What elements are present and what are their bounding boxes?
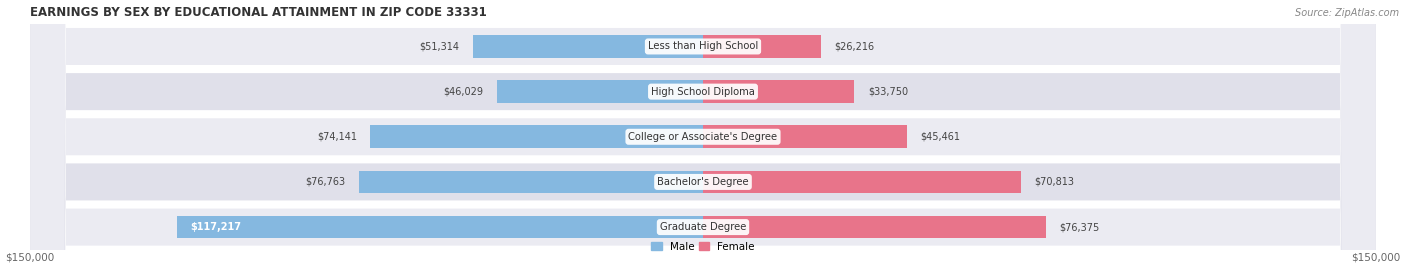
FancyBboxPatch shape bbox=[30, 0, 1376, 268]
Text: $33,750: $33,750 bbox=[868, 87, 908, 97]
Text: $74,141: $74,141 bbox=[316, 132, 357, 142]
Text: $45,461: $45,461 bbox=[921, 132, 960, 142]
Bar bbox=[472, 35, 703, 58]
Text: $26,216: $26,216 bbox=[834, 42, 875, 51]
Text: College or Associate's Degree: College or Associate's Degree bbox=[628, 132, 778, 142]
Text: $46,029: $46,029 bbox=[443, 87, 484, 97]
Text: $117,217: $117,217 bbox=[191, 222, 242, 232]
Bar bbox=[496, 80, 703, 103]
Text: $76,763: $76,763 bbox=[305, 177, 346, 187]
FancyBboxPatch shape bbox=[30, 0, 1376, 268]
Bar bbox=[177, 216, 703, 238]
Bar bbox=[703, 171, 1021, 193]
Text: Graduate Degree: Graduate Degree bbox=[659, 222, 747, 232]
Text: High School Diploma: High School Diploma bbox=[651, 87, 755, 97]
Text: $76,375: $76,375 bbox=[1059, 222, 1099, 232]
Text: Source: ZipAtlas.com: Source: ZipAtlas.com bbox=[1295, 8, 1399, 18]
Bar bbox=[703, 80, 855, 103]
Bar bbox=[359, 171, 703, 193]
Text: $70,813: $70,813 bbox=[1033, 177, 1074, 187]
Legend: Male, Female: Male, Female bbox=[647, 237, 759, 256]
Text: $51,314: $51,314 bbox=[419, 42, 460, 51]
Bar bbox=[703, 125, 907, 148]
FancyBboxPatch shape bbox=[30, 0, 1376, 268]
Text: Bachelor's Degree: Bachelor's Degree bbox=[657, 177, 749, 187]
Text: Less than High School: Less than High School bbox=[648, 42, 758, 51]
FancyBboxPatch shape bbox=[30, 0, 1376, 268]
Bar bbox=[370, 125, 703, 148]
Bar bbox=[703, 35, 821, 58]
Text: EARNINGS BY SEX BY EDUCATIONAL ATTAINMENT IN ZIP CODE 33331: EARNINGS BY SEX BY EDUCATIONAL ATTAINMEN… bbox=[30, 6, 486, 18]
Bar bbox=[703, 216, 1046, 238]
FancyBboxPatch shape bbox=[30, 0, 1376, 268]
